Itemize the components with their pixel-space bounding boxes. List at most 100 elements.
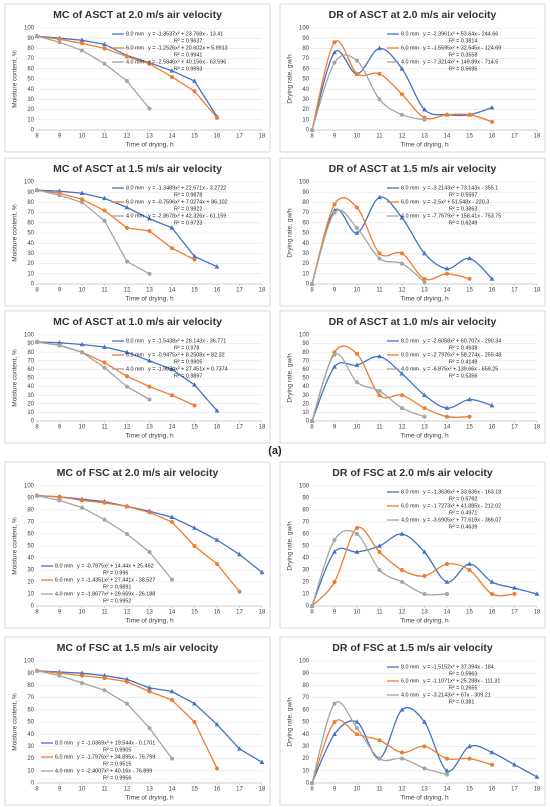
marker bbox=[467, 276, 472, 281]
marker bbox=[355, 526, 359, 530]
marker bbox=[377, 45, 382, 51]
x-tick-label: 11 bbox=[376, 425, 383, 431]
marker bbox=[422, 414, 427, 419]
trend-r2: R² = 0.4971 bbox=[449, 510, 477, 516]
marker bbox=[57, 494, 62, 499]
marker bbox=[422, 276, 427, 281]
x-tick-label: 11 bbox=[376, 787, 383, 793]
marker bbox=[399, 66, 405, 71]
x-tick-label: 10 bbox=[79, 134, 86, 140]
y-tick-label: 70 bbox=[27, 56, 34, 62]
y-tick-label: 10 bbox=[27, 768, 34, 774]
trend-r2: R² = 0.9891 bbox=[103, 584, 131, 590]
marker bbox=[125, 701, 129, 706]
trend-equation: y = -1.7273x² + 41.885x - 212.02 bbox=[423, 503, 501, 509]
y-tick-label: 10 bbox=[27, 410, 34, 416]
marker bbox=[102, 208, 107, 213]
x-tick-label: 11 bbox=[101, 787, 108, 793]
chart-title: MC of ASCT at 1.5 m/s air velocity bbox=[53, 163, 222, 175]
y-tick-label: 30 bbox=[302, 568, 309, 574]
x-tick-label: 15 bbox=[191, 134, 198, 140]
y-tick-label: 20 bbox=[27, 756, 34, 762]
trend-r2: R² = 0.3558 bbox=[449, 52, 477, 58]
chart-panel: MC of ASCT at 1.5 m/s air velocity 0 10 20 3… bbox=[4, 157, 271, 307]
x-tick-label: 10 bbox=[79, 787, 86, 793]
y-tick-label: 50 bbox=[302, 376, 309, 382]
y-axis-label: Drying rate, gw/h bbox=[287, 208, 294, 258]
x-tick-label: 13 bbox=[146, 610, 153, 616]
marker bbox=[332, 538, 337, 542]
marker bbox=[310, 419, 314, 423]
marker bbox=[310, 128, 314, 132]
trend-equation: y = -1.4351x² + 27.441x - 38.527 bbox=[77, 577, 155, 583]
x-tick-label: 15 bbox=[191, 425, 198, 431]
panel-frame bbox=[4, 157, 271, 307]
x-axis-label: Time of drying, h bbox=[125, 433, 174, 440]
x-tick-label: 12 bbox=[124, 610, 131, 616]
marker bbox=[192, 403, 197, 408]
marker bbox=[377, 256, 382, 261]
marker bbox=[354, 230, 360, 235]
marker bbox=[192, 78, 197, 83]
marker bbox=[354, 719, 360, 724]
x-tick-label: 9 bbox=[58, 610, 62, 616]
panel-frame bbox=[279, 461, 546, 629]
y-tick-label: 90 bbox=[27, 36, 34, 42]
y-tick-label: 70 bbox=[27, 520, 34, 526]
x-tick-label: 9 bbox=[333, 134, 337, 140]
y-tick-label: 70 bbox=[302, 695, 309, 701]
marker bbox=[170, 74, 174, 79]
x-tick-label: 11 bbox=[376, 134, 383, 140]
marker bbox=[79, 37, 85, 43]
marker bbox=[80, 41, 84, 46]
marker bbox=[467, 255, 472, 261]
y-tick-label: 10 bbox=[27, 271, 34, 277]
marker bbox=[35, 493, 39, 498]
marker bbox=[124, 676, 130, 682]
y-tick-label: 100 bbox=[24, 659, 35, 665]
y-tick-label: 90 bbox=[27, 190, 34, 196]
trend-r2: R² = 0.996 bbox=[103, 570, 128, 576]
y-tick-label: 50 bbox=[27, 376, 34, 382]
x-tick-label: 17 bbox=[236, 425, 243, 431]
marker bbox=[147, 216, 152, 221]
legend-label: 4.0 mm bbox=[401, 517, 419, 523]
y-tick-label: 50 bbox=[302, 720, 309, 726]
marker bbox=[80, 505, 84, 510]
marker bbox=[214, 537, 220, 542]
marker bbox=[147, 550, 152, 554]
marker bbox=[377, 568, 382, 572]
marker bbox=[512, 585, 517, 590]
y-tick-label: 0 bbox=[31, 128, 35, 134]
legend-label: 8.0 mm bbox=[401, 338, 419, 344]
trend-r2: R² = 0.5356 bbox=[449, 373, 477, 379]
trend-equation: y = -3.2143x² + 73.143x - 355.1 bbox=[423, 185, 498, 191]
marker bbox=[355, 532, 359, 536]
marker bbox=[102, 218, 107, 223]
marker bbox=[169, 225, 175, 230]
marker bbox=[444, 405, 450, 410]
marker bbox=[445, 562, 449, 566]
trend-r2: R² = 0.2655 bbox=[449, 685, 477, 691]
marker bbox=[377, 550, 382, 554]
x-tick-label: 18 bbox=[259, 425, 266, 431]
marker bbox=[147, 397, 152, 402]
marker bbox=[192, 253, 197, 259]
trend-r2: R² = 0.9897 bbox=[174, 373, 202, 379]
y-axis-label: Drying rate, gw/h bbox=[287, 54, 294, 104]
y-tick-label: 70 bbox=[302, 520, 309, 526]
marker bbox=[125, 79, 129, 84]
trend-equation: y = -0.7875x² + 14.44x + 25.462 bbox=[77, 563, 154, 569]
marker bbox=[237, 746, 242, 751]
y-tick-label: 100 bbox=[299, 484, 310, 490]
chart-panel: DR of ASCT at 1.5 m/s air velocity 0 10 20 3… bbox=[279, 157, 546, 307]
x-tick-label: 16 bbox=[489, 288, 496, 294]
chart-title: MC of ASCT at 2.0 m/s air velocity bbox=[53, 9, 222, 21]
x-tick-label: 13 bbox=[421, 425, 428, 431]
y-tick-label: 10 bbox=[302, 768, 309, 774]
y-axis-label: Drying rate, gw/h bbox=[287, 521, 294, 571]
marker bbox=[192, 89, 197, 94]
legend-label: 4.0 mm bbox=[55, 768, 73, 774]
x-tick-label: 18 bbox=[259, 134, 266, 140]
trend-r2: R² = 0.3853 bbox=[449, 206, 477, 212]
